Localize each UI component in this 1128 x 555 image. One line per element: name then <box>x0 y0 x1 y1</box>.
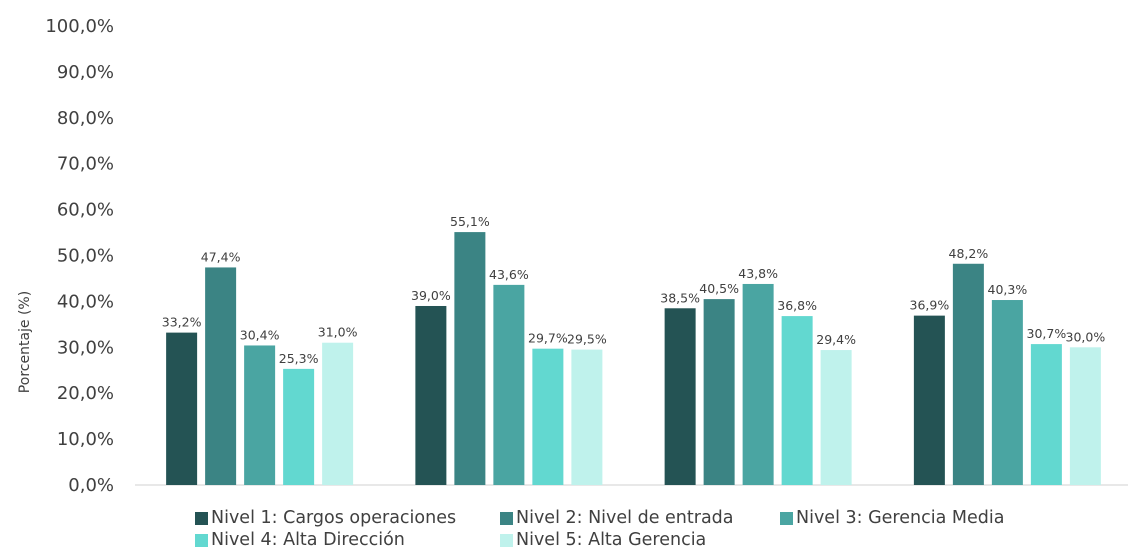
data-label: 40,5% <box>699 281 739 296</box>
bar <box>952 263 984 485</box>
data-label: 30,4% <box>240 327 280 342</box>
bar <box>205 267 237 485</box>
legend-label: Nivel 5: Alta Gerencia <box>516 530 707 550</box>
bar <box>244 345 276 485</box>
bar <box>322 342 354 485</box>
y-tick-label: 60,0% <box>57 200 114 221</box>
bar <box>820 350 852 485</box>
data-label: 30,7% <box>1027 326 1067 341</box>
legend-item-nivel-4: Nivel 4: Alta Dirección <box>195 528 500 552</box>
data-label: 43,6% <box>489 267 529 282</box>
bar-chart: 0,0% 10,0% 20,0% 30,0% 40,0% 50,0% 60,0% 70,0% 8… <box>17 16 1128 496</box>
data-label: 48,2% <box>949 246 989 261</box>
data-label: 29,4% <box>816 332 856 347</box>
data-label: 25,3% <box>279 351 319 366</box>
bar <box>1069 347 1101 485</box>
data-label: 55,1% <box>450 214 490 229</box>
bar <box>664 308 696 485</box>
legend-swatch <box>195 533 208 547</box>
bar <box>493 284 525 485</box>
data-label: 31,0% <box>318 325 358 340</box>
data-label: 39,0% <box>411 288 451 303</box>
legend-swatch <box>195 511 208 525</box>
y-tick-label: 100,0% <box>45 16 114 37</box>
legend-item-nivel-1: Nivel 1: Cargos operaciones <box>195 506 500 530</box>
legend-row-1: Nivel 1: Cargos operaciones Nivel 2: Niv… <box>195 506 1095 530</box>
y-tick-label: 40,0% <box>57 291 114 312</box>
y-tick-label: 0,0% <box>68 475 114 496</box>
legend-item-nivel-2: Nivel 2: Nivel de entrada <box>500 506 780 530</box>
legend-swatch <box>500 511 513 525</box>
legend-row-2: Nivel 4: Alta Dirección Nivel 5: Alta Ge… <box>195 528 1095 552</box>
bar <box>454 232 486 485</box>
legend-item-nivel-3: Nivel 3: Gerencia Media <box>780 506 1004 530</box>
data-label: 36,8% <box>777 298 817 313</box>
data-label: 30,0% <box>1066 329 1106 344</box>
bar <box>991 300 1023 485</box>
bar <box>742 283 774 485</box>
bar <box>571 349 603 485</box>
bar <box>703 299 735 485</box>
data-label: 29,5% <box>567 332 607 347</box>
bar <box>913 315 945 485</box>
y-tick-label: 30,0% <box>57 337 114 358</box>
legend-item-nivel-5: Nivel 5: Alta Gerencia <box>500 528 706 552</box>
data-label: 43,8% <box>738 266 778 281</box>
legend-swatch <box>500 533 513 547</box>
bar <box>532 348 564 485</box>
y-axis-title: Porcentaje (%) <box>17 291 33 393</box>
data-label: 29,7% <box>528 331 568 346</box>
bar <box>283 368 315 485</box>
y-tick-label: 20,0% <box>57 383 114 404</box>
legend-label: Nivel 1: Cargos operaciones <box>211 508 457 528</box>
data-label: 47,4% <box>201 249 241 264</box>
legend: Nivel 1: Cargos operaciones Nivel 2: Niv… <box>195 506 1095 552</box>
data-label: 38,5% <box>660 290 700 305</box>
bar <box>166 332 198 485</box>
y-tick-label: 10,0% <box>57 429 114 450</box>
bar <box>1030 344 1062 485</box>
y-tick-label: 50,0% <box>57 246 114 267</box>
y-tick-label: 90,0% <box>57 62 114 83</box>
data-label: 33,2% <box>162 315 202 330</box>
bar <box>781 316 813 485</box>
y-tick-label: 80,0% <box>57 108 114 129</box>
data-label: 36,9% <box>910 298 950 313</box>
bar <box>415 305 447 485</box>
legend-label: Nivel 3: Gerencia Media <box>796 508 1005 528</box>
data-label: 40,3% <box>988 282 1028 297</box>
legend-label: Nivel 2: Nivel de entrada <box>516 508 734 528</box>
data-labels: 33,2% 47,4% 30,4% 25,3% 31,0% 39,0% 55,1% 43,6%… <box>162 214 1106 366</box>
y-tick-label: 70,0% <box>57 154 114 175</box>
legend-label: Nivel 4: Alta Dirección <box>211 530 405 550</box>
y-axis-ticks: 0,0% 10,0% 20,0% 30,0% 40,0% 50,0% 60,0% 70,0% 8… <box>45 16 114 496</box>
legend-swatch <box>780 511 793 525</box>
bars <box>166 232 1101 485</box>
